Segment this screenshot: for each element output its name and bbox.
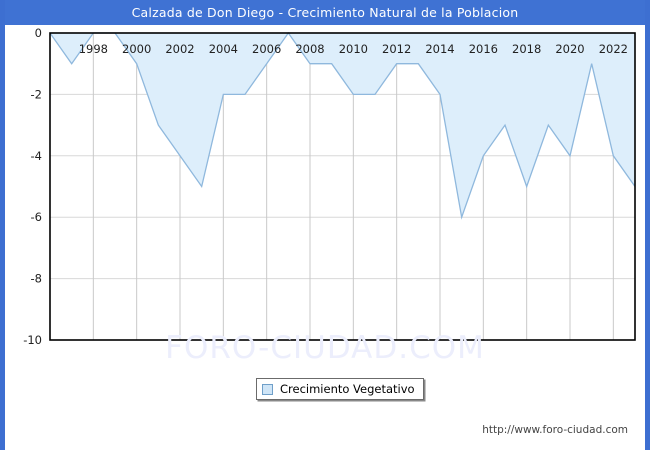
y-axis-tick-label: -2: [31, 87, 42, 101]
growth-area-chart: 0 -2 -4 -6 -8 -10 1998 2000 2002 2004 2006 2008 2010…: [23, 26, 636, 347]
page-title: Calzada de Don Diego - Crecimiento Natur…: [5, 0, 645, 25]
chart-legend: Crecimiento Vegetativo: [256, 378, 424, 400]
y-axis-tick-label: -6: [31, 210, 42, 224]
x-axis-tick-label: 2014: [425, 42, 454, 56]
series-line: [49, 31, 636, 220]
x-axis-tick-label: 2016: [469, 42, 498, 56]
source-url: http://www.foro-ciudad.com: [482, 424, 628, 436]
y-axis-tick-label: -8: [31, 272, 42, 286]
series-area-fill: [50, 33, 635, 218]
x-axis-tick-label: 2010: [339, 42, 368, 56]
y-axis-tick-label: -4: [31, 149, 42, 163]
page-title-text: Calzada de Don Diego - Crecimiento Natur…: [131, 5, 519, 20]
plot-frame: [49, 32, 636, 341]
legend-swatch-icon: [262, 383, 273, 395]
x-axis-tick-label: 1998: [79, 42, 108, 56]
x-axis-tick-label: 2008: [295, 42, 324, 56]
x-axis-tick-label: 2006: [252, 42, 281, 56]
x-axis-tick-label: 2004: [209, 42, 238, 56]
x-axis-tick-label: 2000: [122, 42, 151, 56]
x-axis-tick-label: 2002: [165, 42, 194, 56]
y-axis-tick-label: -10: [23, 333, 42, 347]
y-axis-tick-label: 0: [35, 26, 42, 40]
chart-plot-container: 0 -2 -4 -6 -8 -10 1998 2000 2002 2004 2006 2008 2010…: [5, 25, 645, 420]
legend-item-label: Crecimiento Vegetativo: [280, 382, 415, 396]
x-axis-tick-label: 2012: [382, 42, 411, 56]
x-axis-tick-label: 2018: [512, 42, 541, 56]
x-axis-tick-label: 2020: [555, 42, 584, 56]
x-axis-tick-label: 2022: [599, 42, 628, 56]
